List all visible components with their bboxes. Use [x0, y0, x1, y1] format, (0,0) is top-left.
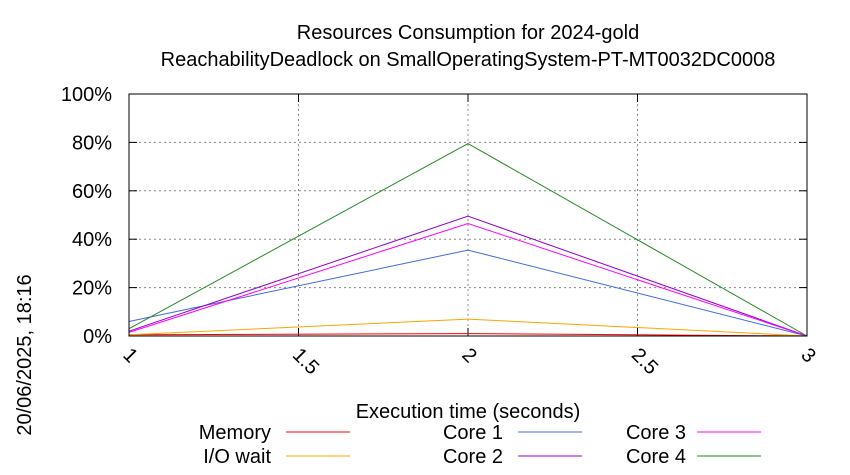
- y-tick-label: 40%: [72, 229, 112, 251]
- legend-label: Core 1: [443, 422, 503, 444]
- series-line-memory: [128, 333, 808, 337]
- chart-title: Resources Consumption for 2024-gold: [297, 22, 639, 44]
- x-tick-label: 1: [118, 344, 141, 367]
- data-series: [128, 143, 808, 337]
- timestamp: 20/06/2025, 18:16: [14, 274, 36, 435]
- legend-label: Core 2: [443, 446, 503, 468]
- x-tick-label: 1.5: [288, 344, 323, 379]
- y-axis-ticks: 0% 20% 40% 60% 80% 100%: [61, 84, 807, 348]
- y-tick-label: 20%: [72, 278, 112, 300]
- chart-subtitle: ReachabilityDeadlock on SmallOperatingSy…: [161, 49, 776, 71]
- series-line-core-2: [128, 215, 808, 337]
- legend-label: Core 4: [626, 446, 686, 468]
- legend-label: Core 3: [626, 422, 686, 444]
- y-tick-label: 60%: [72, 181, 112, 203]
- series-line-i-o-wait: [128, 318, 808, 337]
- series-line-core-4: [128, 143, 808, 337]
- x-tick-label: 2.5: [627, 344, 662, 379]
- y-tick-label: 0%: [83, 326, 112, 348]
- legend-label: Memory: [199, 422, 271, 444]
- series-line-core-3: [128, 222, 808, 337]
- x-tick-label: 3: [796, 344, 819, 367]
- y-tick-label: 80%: [72, 132, 112, 154]
- y-tick-label: 100%: [61, 84, 112, 106]
- grid-lines: [129, 94, 807, 336]
- series-line-core-1: [128, 249, 808, 337]
- x-axis-label: Execution time (seconds): [356, 401, 581, 423]
- x-tick-label: 2: [457, 344, 480, 367]
- plot-frame: [128, 93, 808, 337]
- legend-label: I/O wait: [203, 446, 271, 468]
